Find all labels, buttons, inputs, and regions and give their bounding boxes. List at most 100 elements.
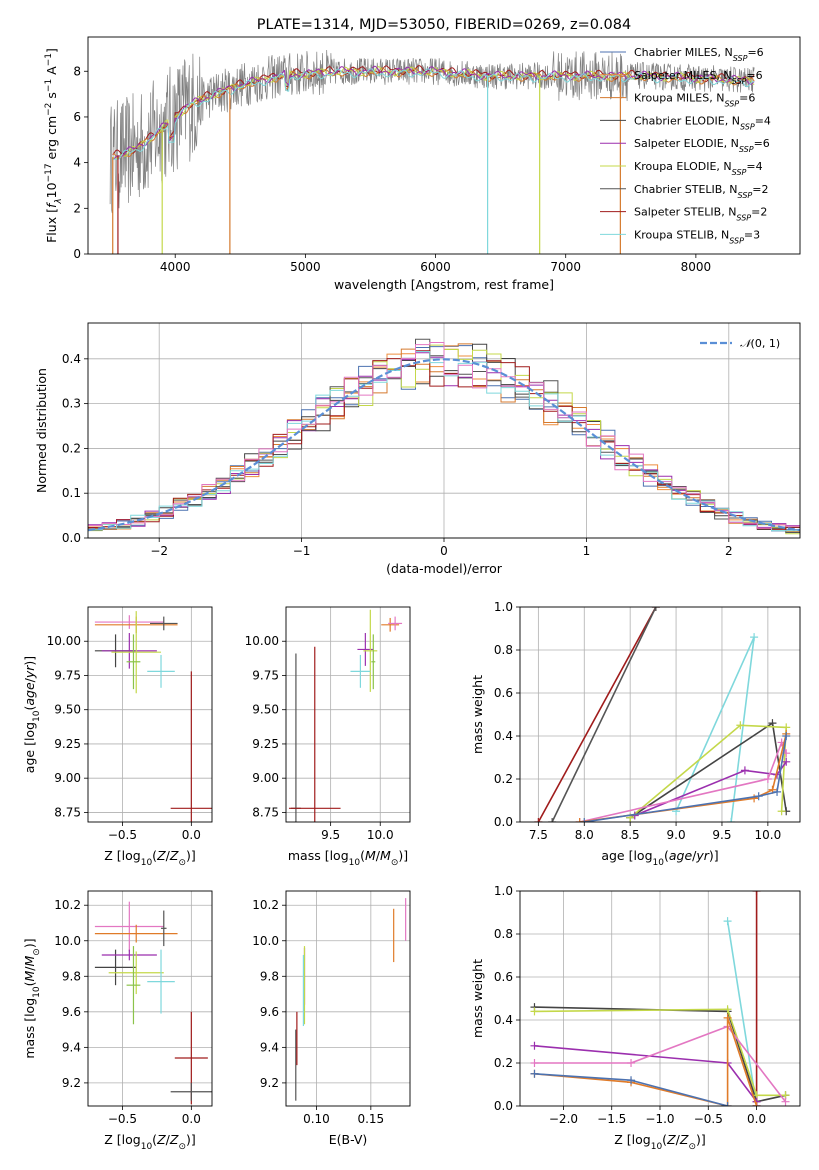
- legend-label-2-post: =6: [739, 92, 755, 105]
- weight_vs_age-frame: [519, 606, 801, 823]
- age_vs_Z-ytick-label-1: 9.00: [54, 771, 81, 785]
- weight_vs_Z-series-2: [534, 1006, 786, 1103]
- weight_vs_Z-marker-7-1: [627, 1076, 636, 1085]
- weight_vs_Z-xtick-label-1: −1.5: [597, 1112, 626, 1126]
- weight_vs_Z-xlabel-part-3: Z: [666, 1132, 676, 1147]
- weight_vs_age-xtick-label-2: 8.5: [621, 828, 640, 842]
- weight_vs_age-xlabel-part-5: yr: [695, 848, 709, 863]
- spectrum-ylabel-part-5: erg cm: [44, 116, 59, 164]
- age_vs_Z-xlabel-part-4: /: [166, 848, 171, 863]
- legend-label-7-main: Salpeter STELIB, N: [634, 206, 736, 219]
- mass_vs_Z-xlabel-part-4: /: [166, 1132, 171, 1147]
- residuals-ytick-label-2: 0.2: [62, 441, 81, 455]
- weight_vs_age-xtick-label-1: 8.0: [575, 828, 594, 842]
- age_vs_Z-xtick-label-0: −0.5: [108, 828, 137, 842]
- weight_vs_age-ylabel: mass weight: [470, 675, 485, 754]
- mass_vs_Z-ylabel-part-1: 10: [32, 986, 42, 998]
- age_vs_Z-ylabel-part-3: age: [22, 682, 37, 706]
- spectrum-xtick-label-1: 5000: [290, 260, 321, 274]
- weight_vs_age-marker-8-2: [773, 787, 782, 796]
- weight_vs_age-series-4: [629, 724, 788, 819]
- weight_vs_Z-ytick-label-1: 0.2: [494, 1056, 513, 1070]
- age_vs_Z-ytick-label-0: 8.75: [54, 805, 81, 819]
- legend-label-4-post: =6: [754, 137, 770, 150]
- legend-label-1-post: =6: [746, 69, 762, 82]
- weight_vs_age-xtick-label-0: 7.5: [529, 828, 548, 842]
- mass_vs_Z-xtick-label-1: 0.0: [182, 1112, 201, 1126]
- weight_vs_Z-xlabel-part-5: Z: [679, 1132, 689, 1147]
- legend-label-3-main: Chabrier ELODIE, N: [634, 114, 740, 127]
- weight_vs_age-marker-8-0: [580, 818, 589, 822]
- spectrum-ytick-label-3: 6: [73, 110, 81, 124]
- residuals-xtick-label-1: −1: [293, 544, 311, 558]
- legend-label-5: Kroupa ELODIE, NSSP=4: [634, 160, 763, 177]
- weight_vs_age-ytick-label-3: 0.6: [494, 686, 513, 700]
- legend-label-2: Kroupa MILES, NSSP=6: [634, 92, 755, 109]
- weight_vs_Z-xlabel-part-1: 10: [651, 1142, 663, 1152]
- age_vs_mass-ytick-label-4: 9.75: [252, 668, 279, 682]
- age_vs_mass-plot-area: [288, 609, 403, 822]
- mass_vs_Z-xlabel-part-5: Z: [169, 1132, 179, 1147]
- spectrum-ylabel-part-3: 10: [44, 182, 59, 198]
- spectrum-model-line-2: [112, 66, 755, 160]
- age_vs_Z-plot-area: [94, 611, 212, 822]
- residuals-ytick-label-1: 0.1: [62, 486, 81, 500]
- mass_vs_Z-ylabel-part-4: /: [22, 966, 37, 971]
- residuals-xtick-label-4: 2: [725, 544, 733, 558]
- weight_vs_age-marker-6-1: [763, 775, 772, 783]
- age_vs_Z-xtick-label-1: 0.0: [182, 828, 201, 842]
- weight_vs_Z-ylabel: mass weight: [470, 959, 485, 1038]
- mass_vs_ebv-ytick-label-2: 9.6: [260, 1005, 279, 1019]
- legend-label-6-main: Chabrier STELIB, N: [634, 183, 738, 196]
- weight_vs_Z-marker-1-0: [723, 917, 732, 926]
- normal-reference-curve: [88, 358, 800, 532]
- weight_vs_age-xlabel-part-6: )]: [709, 848, 719, 863]
- weight_vs_age-marker-1-0: [548, 818, 557, 822]
- legend-label-5-post: =4: [746, 160, 762, 173]
- mass_vs_Z-ytick-label-3: 9.8: [62, 969, 81, 983]
- legend-label-4-sub: SSP: [739, 145, 754, 154]
- mass_vs_ebv-plot-area: [295, 898, 407, 1101]
- mass_vs_ebv-ytick-label-1: 9.4: [260, 1040, 279, 1054]
- legend-label-normal: 𝒩(0, 1): [740, 337, 780, 350]
- age_vs_mass-ytick-label-3: 9.50: [252, 703, 279, 717]
- residuals-xtick-label-3: 1: [583, 544, 591, 558]
- age_vs_Z-xlabel-part-5: Z: [169, 848, 179, 863]
- legend-label-normal-symbol: 𝒩: [740, 337, 754, 350]
- mass_vs_ebv-ytick-label-3: 9.8: [260, 969, 279, 983]
- age_vs_mass-ytick-label-1: 9.00: [252, 771, 279, 785]
- mass_vs_Z-ylabel-part-7: )]: [22, 938, 37, 948]
- spectrum-xtick-label-2: 6000: [420, 260, 451, 274]
- weight_vs_Z-ytick-label-0: 0.0: [494, 1099, 513, 1113]
- weight_vs_age-marker-8-3: [782, 732, 791, 740]
- weight_vs_age-xlabel: age [log10(age/yr)]: [601, 848, 718, 868]
- age_vs_Z-ytick-label-5: 10.00: [47, 634, 81, 648]
- weight_vs_age-xlabel-part-3: age: [669, 848, 693, 863]
- age_vs_mass-xtick-label-0: 9.5: [321, 828, 340, 842]
- weight_vs_Z-frame: [519, 890, 801, 1107]
- residuals-xtick-label-0: −2: [150, 544, 168, 558]
- mass_vs_Z-ytick-label-2: 9.6: [62, 1005, 81, 1019]
- residuals-ytick-label-4: 0.4: [62, 352, 81, 366]
- spectrum-model-line-3: [112, 65, 755, 161]
- legend-label-8-main: Kroupa STELIB, N: [634, 228, 729, 241]
- age_vs_Z-xlabel-part-0: Z [log: [104, 848, 140, 863]
- weight_vs_age-marker-3-1: [768, 719, 777, 728]
- legend-label-6: Chabrier STELIB, NSSP=2: [634, 183, 768, 200]
- spectrum-ylabel-part-2: λ: [54, 198, 64, 204]
- legend-label-8-sub: SSP: [729, 236, 744, 245]
- mass_vs_Z-ytick-label-0: 9.2: [62, 1076, 81, 1090]
- mass_vs_Z-plot-area: [94, 901, 212, 1105]
- weight_vs_Z-marker-5-1: [627, 1059, 636, 1067]
- weight_vs_age-series-8: [584, 735, 787, 822]
- age_vs_mass-xlabel-part-3: M: [365, 848, 376, 863]
- weight_vs_age-chart: 7.5 8.0 8.5 9.0 9.5 10.0 0.0 0.2 0.4 0.6 0.8 1.0 age…: [470, 600, 801, 868]
- weight_vs_Z-series-5: [534, 1025, 787, 1103]
- mass_vs_Z-xlabel-part-1: 10: [141, 1142, 153, 1152]
- mass_vs_Z-ylabel-part-6: ⊙: [32, 948, 42, 956]
- mass_vs_Z-ylabel-part-2: (: [22, 982, 37, 987]
- spectrum-ytick-label-1: 2: [73, 201, 81, 215]
- weight_vs_Z-marker-7-0: [530, 1069, 539, 1078]
- weight_vs_Z-marker-6-4: [752, 1102, 761, 1106]
